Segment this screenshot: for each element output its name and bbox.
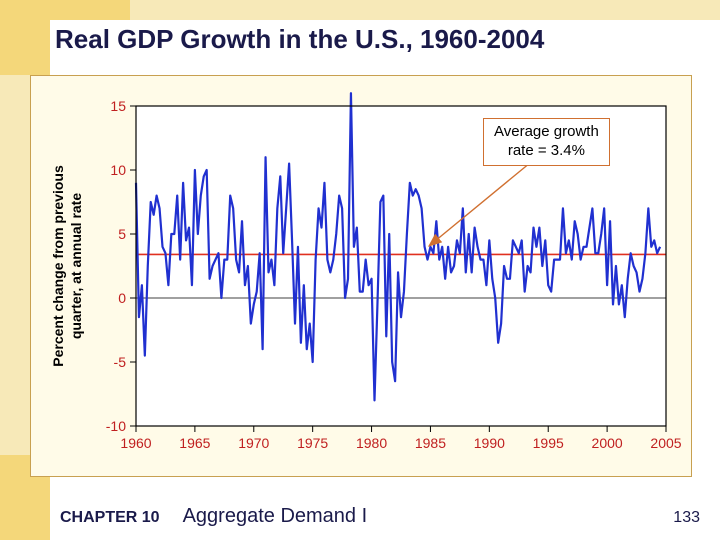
svg-text:15: 15 [110, 98, 126, 114]
annotation-line1: Average growth [494, 123, 599, 140]
slide: Real GDP Growth in the U.S., 1960-2004 -… [0, 0, 720, 540]
chapter-title: Aggregate Demand I [183, 505, 368, 527]
gdp-growth-chart: -10 -5 0 5 10 15 1960 1965 1970 1975 1980 1985 1990 1… [30, 75, 692, 477]
svg-text:1970: 1970 [238, 435, 269, 451]
svg-text:2005: 2005 [650, 435, 681, 451]
chapter-label: CHAPTER 10 [60, 509, 160, 526]
svg-text:2000: 2000 [592, 435, 623, 451]
svg-text:1985: 1985 [415, 435, 446, 451]
svg-text:5: 5 [118, 226, 126, 242]
svg-text:quarter, at annual rate: quarter, at annual rate [68, 193, 84, 339]
footer-left: CHAPTER 10 Aggregate Demand I [60, 505, 367, 528]
svg-text:0: 0 [118, 290, 126, 306]
page-number: 133 [673, 509, 700, 527]
svg-text:10: 10 [110, 162, 126, 178]
svg-text:1980: 1980 [356, 435, 387, 451]
svg-text:-10: -10 [106, 418, 126, 434]
svg-text:1960: 1960 [120, 435, 151, 451]
svg-text:1990: 1990 [474, 435, 505, 451]
slide-title: Real GDP Growth in the U.S., 1960-2004 [55, 24, 700, 55]
svg-text:1965: 1965 [179, 435, 210, 451]
slide-footer: CHAPTER 10 Aggregate Demand I 133 [60, 505, 700, 528]
mean-annotation-box: Average growth rate = 3.4% [483, 118, 610, 166]
annotation-line2: rate = 3.4% [508, 142, 585, 159]
top-accent-stripe [0, 0, 720, 20]
svg-text:-5: -5 [114, 354, 127, 370]
svg-text:1995: 1995 [533, 435, 564, 451]
svg-text:Percent change from previous: Percent change from previous [50, 165, 66, 367]
svg-text:1975: 1975 [297, 435, 328, 451]
